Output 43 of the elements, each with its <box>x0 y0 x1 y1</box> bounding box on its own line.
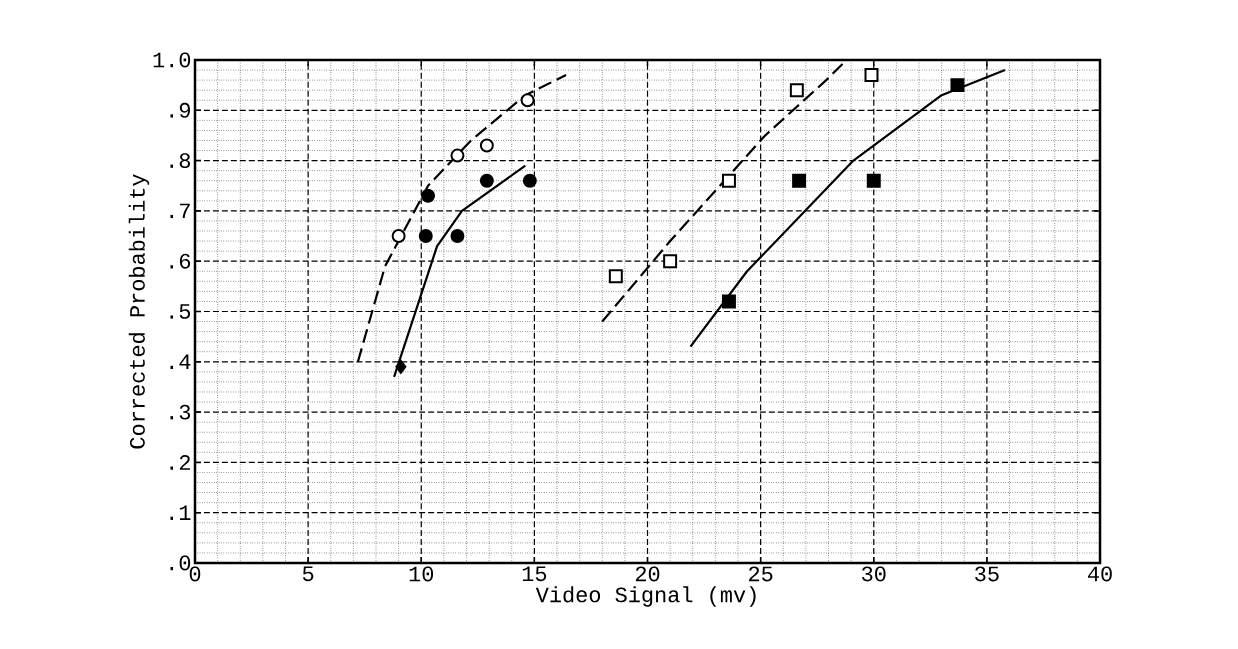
line-series <box>356 73 568 363</box>
y-tick-label: .7 <box>170 203 190 219</box>
x-tick-label: 10 <box>409 566 434 582</box>
x-tick-label: 0 <box>189 566 201 582</box>
point <box>421 188 436 203</box>
x-tick-label: 5 <box>302 566 314 582</box>
y-tick-label: .9 <box>170 102 190 118</box>
point <box>450 148 465 163</box>
point <box>395 359 407 374</box>
point <box>789 83 804 98</box>
x-tick-label: 25 <box>749 566 773 582</box>
point <box>721 173 736 188</box>
point <box>663 254 678 269</box>
x-tick-label: 40 <box>1087 566 1112 582</box>
x-axis-title: Video Signal (mv) <box>535 586 756 607</box>
x-tick-label: 15 <box>522 566 547 582</box>
point <box>418 229 433 244</box>
x-tick-label: 30 <box>861 566 886 582</box>
y-tick-label: .4 <box>170 354 191 370</box>
y-tick-label: .8 <box>170 153 191 169</box>
point <box>608 269 623 284</box>
point <box>950 78 965 93</box>
x-tick-label: 35 <box>975 566 999 582</box>
y-tick-label: 1.0 <box>153 52 191 68</box>
x-tick-label: 20 <box>635 566 660 582</box>
point <box>866 173 881 188</box>
y-tick-label: .0 <box>170 555 191 571</box>
point <box>792 173 807 188</box>
y-tick-label: .6 <box>170 253 191 269</box>
point <box>479 138 494 153</box>
point <box>520 93 535 108</box>
point <box>479 173 494 188</box>
point <box>522 173 537 188</box>
point <box>721 294 736 309</box>
y-tick-label: .5 <box>170 304 191 319</box>
y-tick-label: .1 <box>170 505 191 520</box>
point <box>391 229 406 244</box>
line-series <box>393 164 527 378</box>
point <box>864 68 879 83</box>
point <box>450 229 465 244</box>
y-axis-title: Corrected Probability <box>128 174 150 449</box>
y-tick-label: .2 <box>170 455 190 470</box>
y-tick-label: .3 <box>170 404 191 420</box>
